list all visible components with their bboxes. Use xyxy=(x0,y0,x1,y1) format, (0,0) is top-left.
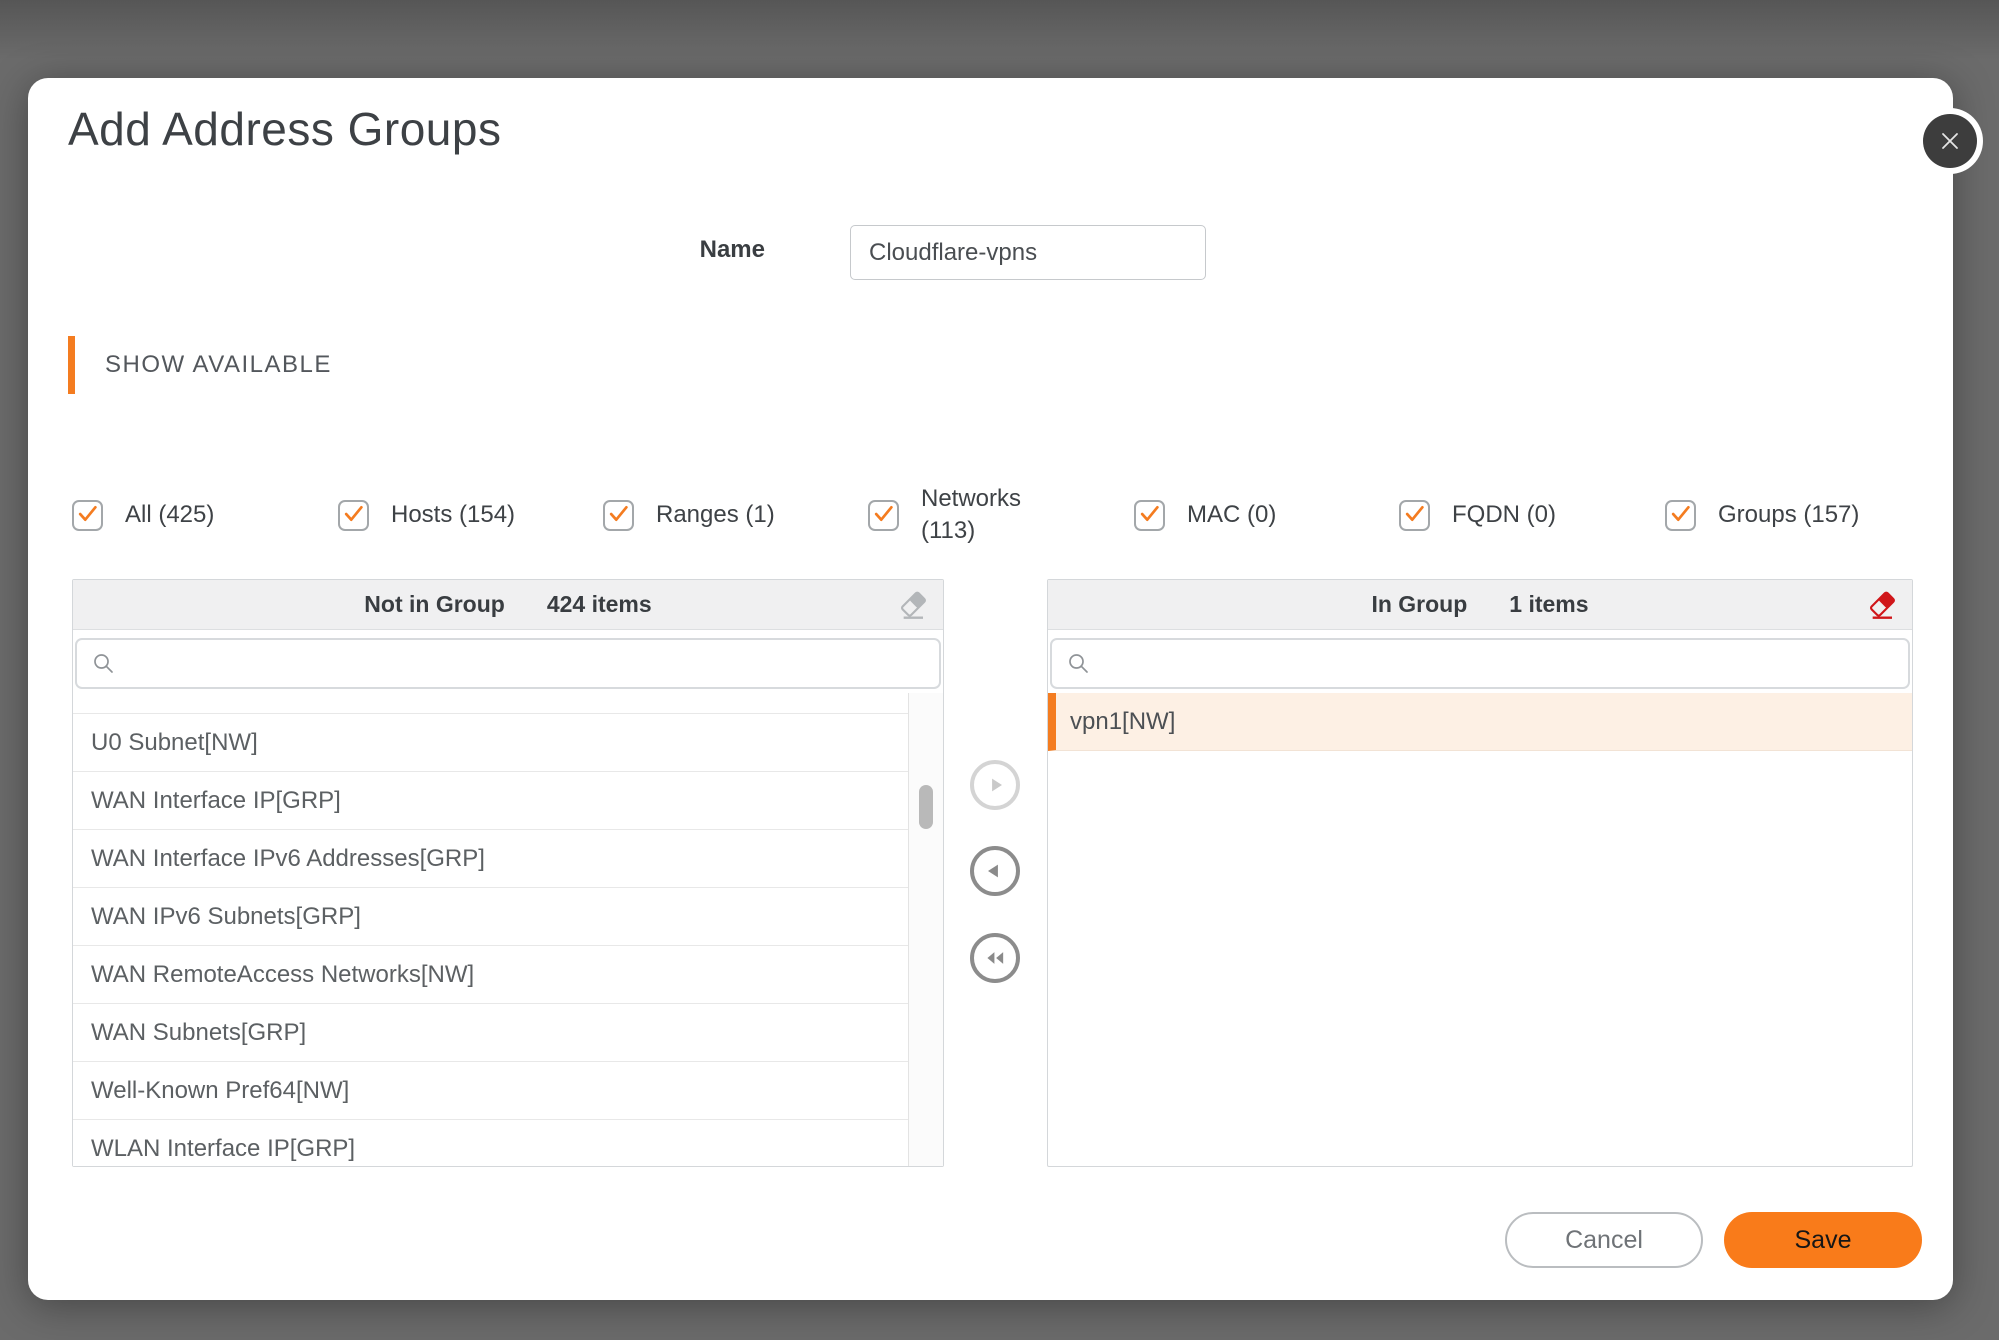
type-filter-row: All (425) Hosts (154) Ranges (1) Network… xyxy=(28,473,1953,557)
filter-hosts[interactable]: Hosts (154) xyxy=(338,473,515,557)
filter-label: Ranges (1) xyxy=(656,500,775,528)
move-right-button[interactable] xyxy=(970,760,1020,810)
filter-ranges[interactable]: Ranges (1) xyxy=(603,473,775,557)
name-field-label: Name xyxy=(699,236,765,263)
list-item[interactable]: Well-Known Pref64[NW] xyxy=(73,1062,908,1120)
not-in-group-header: Not in Group 424 items xyxy=(73,580,943,630)
dialog-title: Add Address Groups xyxy=(68,103,502,155)
filter-groups[interactable]: Groups (157) xyxy=(1665,473,1859,557)
section-accent-bar xyxy=(68,336,75,394)
not-in-group-list: U0 Subnet[NW] WAN Interface IP[GRP] WAN … xyxy=(73,693,908,1166)
filter-label: Groups (157) xyxy=(1718,500,1860,528)
search-icon xyxy=(91,651,117,677)
checkbox-mac[interactable] xyxy=(1134,499,1165,531)
search-icon xyxy=(1066,651,1092,677)
in-group-header: In Group 1 items xyxy=(1048,580,1912,630)
filter-label: FQDN (0) xyxy=(1452,500,1556,528)
filter-label: Networks (113) xyxy=(921,484,1022,544)
scrollbar-track[interactable] xyxy=(908,693,943,1166)
not-in-group-search-row xyxy=(73,630,943,693)
close-button[interactable] xyxy=(1923,114,1977,168)
checkbox-networks[interactable] xyxy=(868,499,899,531)
show-available-section: SHOW AVAILABLE xyxy=(68,336,332,394)
panel-item-count: 1 items xyxy=(1509,591,1589,617)
filter-label: MAC (0) xyxy=(1187,500,1277,528)
move-left-button[interactable] xyxy=(970,846,1020,896)
filter-all[interactable]: All (425) xyxy=(72,473,214,557)
remove-all-eraser-icon[interactable] xyxy=(1866,589,1898,621)
list-item[interactable]: WLAN Interface IP[GRP] xyxy=(73,1120,908,1166)
not-in-group-search-input[interactable] xyxy=(127,639,939,688)
double-arrow-left-icon xyxy=(981,944,1009,972)
filter-mac[interactable]: MAC (0) xyxy=(1134,473,1276,557)
in-group-list: vpn1[NW] xyxy=(1048,693,1912,1166)
save-button[interactable]: Save xyxy=(1724,1212,1922,1268)
arrow-right-icon xyxy=(981,771,1009,799)
clear-selection-eraser-icon[interactable] xyxy=(897,589,929,621)
close-icon xyxy=(1937,128,1963,154)
cancel-button[interactable]: Cancel xyxy=(1505,1212,1703,1268)
filter-label: All (425) xyxy=(125,500,215,528)
in-group-search-row xyxy=(1048,630,1912,693)
list-item[interactable]: U0 Subnet[NW] xyxy=(73,714,908,772)
arrow-left-icon xyxy=(981,857,1009,885)
section-label: SHOW AVAILABLE xyxy=(105,351,332,378)
checkbox-hosts[interactable] xyxy=(338,499,369,531)
move-all-left-button[interactable] xyxy=(970,933,1020,983)
scrollbar-thumb[interactable] xyxy=(919,785,933,829)
panel-title: In Group xyxy=(1371,591,1468,617)
checkbox-all[interactable] xyxy=(72,499,103,531)
in-group-panel: In Group 1 items xyxy=(1047,579,1913,1167)
in-group-search-input[interactable] xyxy=(1102,639,1908,688)
list-item[interactable]: WAN Interface IPv6 Addresses[GRP] xyxy=(73,830,908,888)
panel-item-count: 424 items xyxy=(546,591,652,617)
list-item[interactable]: WAN Interface IP[GRP] xyxy=(73,772,908,830)
add-address-groups-dialog: Add Address Groups Name SHOW AVAILABLE A… xyxy=(28,78,1977,1300)
list-item[interactable]: WAN IPv6 Subnets[GRP] xyxy=(73,888,908,946)
checkbox-fqdn[interactable] xyxy=(1399,499,1430,531)
checkbox-ranges[interactable] xyxy=(603,499,634,531)
panel-title: Not in Group xyxy=(364,591,505,617)
name-input[interactable] xyxy=(850,225,1206,280)
list-row-partial[interactable] xyxy=(73,693,908,714)
list-item-selected[interactable]: vpn1[NW] xyxy=(1048,693,1912,751)
checkbox-groups[interactable] xyxy=(1665,499,1696,531)
not-in-group-panel: Not in Group 424 items xyxy=(72,579,944,1167)
list-item[interactable]: WAN RemoteAccess Networks[NW] xyxy=(73,946,908,1004)
filter-fqdn[interactable]: FQDN (0) xyxy=(1399,473,1556,557)
list-item[interactable]: WAN Subnets[GRP] xyxy=(73,1004,908,1062)
filter-label: Hosts (154) xyxy=(391,500,516,528)
filter-networks[interactable]: Networks (113) xyxy=(868,473,1049,557)
